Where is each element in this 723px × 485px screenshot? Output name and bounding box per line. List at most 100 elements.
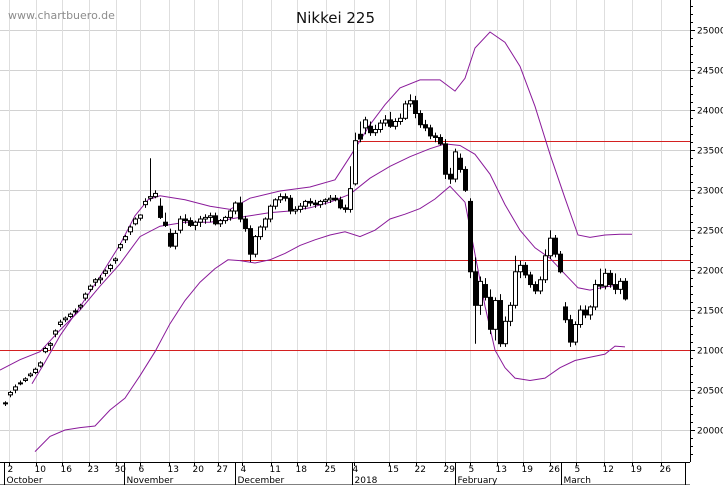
candle-up (348, 188, 353, 210)
candle-down (248, 228, 253, 255)
candle-down (343, 207, 348, 210)
candle-up (173, 232, 178, 247)
candle-down (448, 173, 453, 180)
candle-up (363, 119, 368, 129)
candle-up (298, 205, 303, 210)
x-tick-label: 30 (115, 465, 127, 475)
y-axis-ticks: 20000 20500 21000 21500 22000 22500 23000 23500… (690, 6, 723, 455)
x-tick-label: 11 (270, 465, 281, 475)
candle-up (8, 391, 13, 396)
x-tick-label: 19 (522, 465, 534, 475)
candlesticks (3, 94, 628, 407)
candle-up (148, 196, 153, 199)
candle-up (393, 120, 398, 127)
candle-down (213, 215, 218, 225)
candle-up (128, 226, 133, 233)
x-tick-label: 27 (217, 465, 228, 475)
candle-up (453, 151, 458, 180)
x-tick-label: 12 (603, 465, 614, 475)
candle-up (38, 362, 43, 367)
candle-up (588, 306, 593, 316)
candle-up (378, 122, 383, 130)
candle-up (303, 200, 308, 207)
candle-up (208, 215, 213, 218)
candle-down (358, 133, 363, 140)
candle-up (273, 199, 278, 207)
candle-down (418, 113, 423, 126)
watermark: www.chartbuero.de (8, 9, 115, 22)
candle-up (198, 218, 203, 223)
x-tick-label: 18 (296, 465, 308, 475)
candle-up (543, 255, 548, 281)
x-tick-label: 16 (61, 465, 73, 475)
candle-down (313, 202, 318, 206)
x-tick-label: 13 (496, 465, 507, 475)
candle-down (608, 272, 613, 286)
candle-up (538, 279, 543, 292)
y-tick-label: 22000 (697, 267, 723, 277)
x-tick-label: 5 (575, 465, 581, 475)
y-tick-label: 21000 (697, 347, 723, 357)
x-tick-label: 10 (35, 465, 47, 475)
candle-down (428, 127, 433, 137)
candle-down (413, 100, 418, 115)
candle-down (473, 271, 478, 306)
candle-up (518, 264, 523, 273)
candle-up (68, 313, 73, 318)
candle-up (113, 258, 118, 262)
candle-down (558, 253, 563, 273)
candle-down (163, 221, 168, 226)
candle-down (158, 205, 163, 218)
candle-down (338, 199, 343, 209)
y-tick-label: 21500 (697, 307, 723, 317)
month-label: November (127, 476, 174, 485)
candle-down (333, 197, 338, 201)
candle-up (513, 271, 518, 306)
x-tick-label: 6 (139, 465, 145, 475)
candle-up (138, 214, 143, 219)
candle-down (238, 202, 243, 220)
x-tick-label: 4 (353, 465, 359, 475)
candle-up (503, 320, 508, 345)
candle-down (458, 157, 463, 170)
candle-up (73, 310, 78, 313)
candle-up (193, 221, 198, 226)
candle-up (153, 192, 158, 198)
bollinger-middle-band (0, 143, 629, 371)
candle-up (223, 216, 228, 222)
y-tick-label: 25000 (697, 27, 723, 37)
candle-up (98, 277, 103, 281)
candle-up (258, 226, 263, 238)
candle-down (613, 284, 618, 290)
candle-up (53, 330, 58, 335)
y-tick-label: 20000 (697, 427, 723, 437)
candle-up (228, 210, 233, 218)
candle-up (478, 280, 483, 306)
x-tick-label: 19 (631, 465, 643, 475)
candle-down (533, 284, 538, 292)
candle-up (143, 200, 148, 206)
candle-up (593, 284, 598, 308)
candle-up (403, 103, 408, 119)
candle-up (293, 208, 298, 212)
candle-up (23, 378, 28, 381)
support-resistance-lines (0, 141, 690, 351)
candle-up (48, 343, 53, 346)
bollinger-lower-band (34, 185, 626, 452)
candle-down (498, 300, 503, 345)
x-tick-label: 2 (8, 465, 14, 475)
month-label: December (238, 476, 285, 485)
candle-down (598, 284, 603, 287)
candle-up (408, 100, 413, 105)
candle-down (183, 218, 188, 222)
candle-up (18, 382, 23, 385)
x-tick-label: 26 (660, 465, 672, 475)
candle-down (583, 309, 588, 316)
candle-up (373, 128, 378, 134)
candle-down (308, 200, 313, 204)
bollinger-bands (0, 31, 632, 452)
y-tick-label: 24000 (697, 107, 723, 117)
candle-up (328, 197, 333, 201)
candle-up (508, 304, 513, 322)
